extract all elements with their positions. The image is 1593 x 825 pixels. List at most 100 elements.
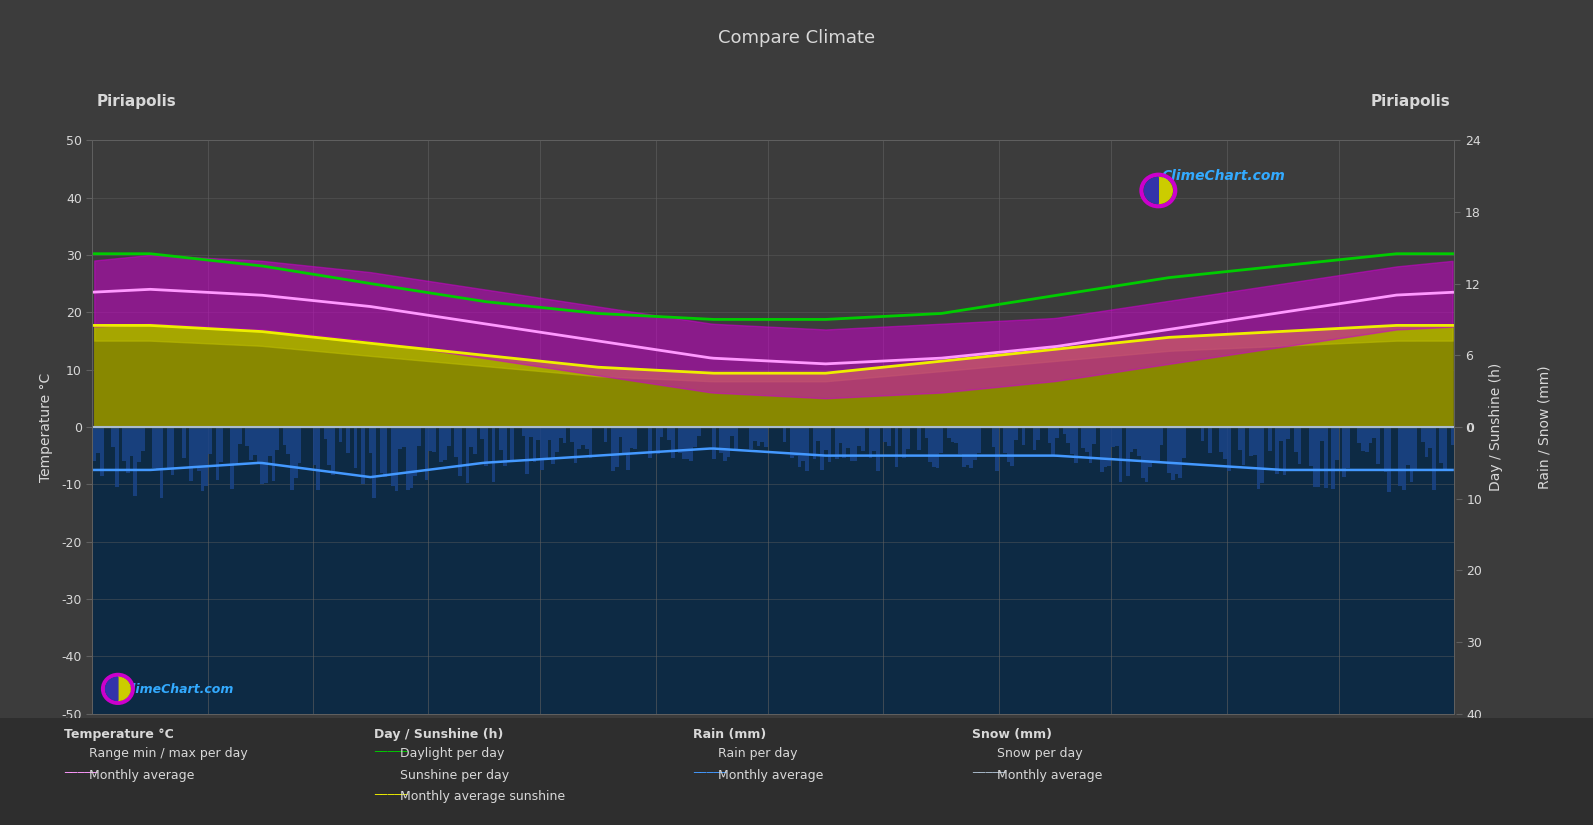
Bar — [1298, 427, 1301, 464]
Bar — [749, 427, 753, 449]
Bar — [470, 427, 473, 447]
Bar — [510, 427, 515, 460]
Bar — [245, 427, 249, 446]
Bar — [503, 427, 507, 465]
Bar — [667, 427, 671, 441]
Bar — [1082, 427, 1085, 448]
Bar — [390, 427, 395, 487]
Text: Daylight per day: Daylight per day — [400, 747, 505, 761]
Bar — [499, 427, 503, 450]
Bar — [962, 427, 965, 467]
Wedge shape — [1144, 177, 1158, 204]
Bar — [1343, 427, 1346, 477]
Bar — [1160, 427, 1163, 445]
Bar — [1241, 427, 1246, 464]
Bar — [215, 427, 220, 479]
Bar — [384, 427, 387, 477]
Bar — [1085, 427, 1088, 452]
Bar — [846, 427, 851, 448]
Bar — [1324, 427, 1327, 488]
Bar — [276, 427, 279, 450]
Bar — [1129, 427, 1134, 452]
Bar — [1332, 427, 1335, 489]
Y-axis label: Temperature °C: Temperature °C — [40, 372, 53, 482]
Bar — [1227, 427, 1230, 471]
Bar — [1432, 427, 1435, 490]
Bar — [312, 427, 317, 465]
Bar — [417, 427, 421, 446]
Bar — [1276, 427, 1279, 474]
Text: Monthly average sunshine: Monthly average sunshine — [400, 790, 566, 804]
Bar — [1152, 427, 1157, 463]
Text: Sunshine per day: Sunshine per day — [400, 769, 510, 782]
Bar — [379, 427, 384, 473]
Bar — [957, 427, 962, 454]
Bar — [1157, 427, 1160, 462]
Bar — [198, 427, 201, 471]
Bar — [838, 427, 843, 443]
Bar — [1149, 427, 1152, 467]
Bar — [395, 427, 398, 491]
Bar — [339, 427, 342, 442]
Text: © ClimeChart.com: © ClimeChart.com — [1464, 811, 1569, 821]
Bar — [1443, 427, 1446, 470]
Bar — [151, 427, 156, 468]
Bar — [237, 427, 242, 444]
Bar — [734, 427, 738, 451]
Bar — [409, 427, 413, 488]
Bar — [857, 427, 862, 446]
Bar — [182, 427, 186, 458]
Bar — [429, 427, 432, 451]
Bar — [448, 427, 451, 446]
Bar — [820, 427, 824, 469]
Bar — [1093, 427, 1096, 444]
Bar — [1254, 427, 1257, 455]
Bar — [693, 427, 696, 446]
Bar — [1399, 427, 1402, 486]
Bar — [465, 427, 470, 483]
Bar — [1107, 427, 1110, 466]
Y-axis label: Rain / Snow (mm): Rain / Snow (mm) — [1537, 365, 1552, 488]
Bar — [935, 427, 940, 469]
Bar — [115, 427, 118, 487]
Bar — [112, 427, 115, 447]
Bar — [1010, 427, 1015, 466]
Bar — [398, 427, 401, 449]
Bar — [96, 427, 100, 453]
Bar — [854, 427, 857, 461]
Bar — [827, 427, 832, 462]
Bar — [521, 427, 526, 436]
Bar — [954, 427, 957, 444]
Bar — [1287, 427, 1290, 439]
Bar — [1174, 427, 1179, 474]
Bar — [134, 427, 137, 496]
Text: Monthly average: Monthly average — [89, 769, 194, 782]
Bar — [1219, 427, 1223, 452]
Bar — [1004, 427, 1007, 453]
Bar — [660, 427, 663, 437]
Bar — [816, 427, 820, 441]
Bar — [190, 427, 193, 481]
Bar — [578, 427, 581, 449]
Bar — [1171, 427, 1174, 480]
Bar — [753, 427, 757, 441]
Bar — [1282, 427, 1287, 474]
Bar — [790, 427, 793, 459]
Bar — [562, 427, 566, 443]
Bar — [540, 427, 543, 470]
Bar — [532, 427, 537, 462]
Y-axis label: Day / Sunshine (h): Day / Sunshine (h) — [1489, 363, 1504, 491]
Bar — [1413, 427, 1418, 469]
Bar — [260, 427, 264, 483]
Bar — [604, 427, 607, 442]
Bar — [618, 427, 623, 436]
Bar — [548, 427, 551, 441]
Bar — [1368, 427, 1372, 442]
Bar — [290, 427, 293, 490]
Bar — [328, 427, 331, 465]
Bar — [1376, 427, 1380, 464]
Bar — [1223, 427, 1227, 459]
Bar — [406, 427, 409, 490]
Bar — [1145, 427, 1149, 482]
Bar — [1126, 427, 1129, 476]
